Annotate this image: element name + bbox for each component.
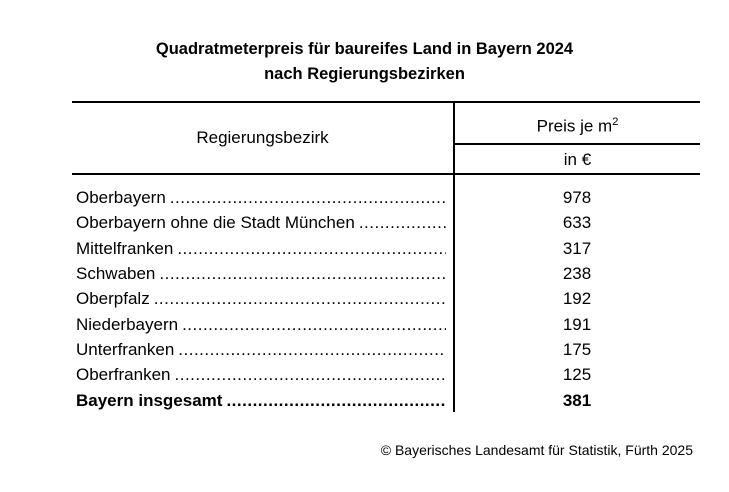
table-row: Schwaben 238 <box>76 264 700 288</box>
leader-dots <box>171 365 447 389</box>
region-name: Oberbayern <box>76 188 166 207</box>
price-value: 238 <box>562 263 592 283</box>
header-bottom-rule <box>72 173 700 175</box>
row-label: Oberbayern <box>76 188 446 212</box>
row-label: Unterfranken <box>76 340 446 364</box>
header-regierungsbezirk: Regierungsbezirk <box>196 128 329 147</box>
row-label: Bayern insgesamt <box>76 391 446 415</box>
leader-dots <box>155 264 446 288</box>
row-label: Schwaben <box>76 264 446 288</box>
leader-dots <box>166 188 446 212</box>
price-value: 191 <box>562 314 592 334</box>
row-label: Niederbayern <box>76 315 446 339</box>
copyright-footer: © Bayerisches Landesamt für Statistik, F… <box>380 442 693 458</box>
leader-dots <box>178 315 446 339</box>
region-name: Schwaben <box>76 263 156 283</box>
table-title: Quadratmeterpreis für baureifes Land in … <box>155 40 574 58</box>
table-row: Oberbayern 978 <box>76 188 700 212</box>
top-rule <box>72 101 700 103</box>
row-label: Oberbayern ohne die Stadt München <box>76 213 446 237</box>
table-row: Oberbayern ohne die Stadt München 633 <box>76 213 700 237</box>
table-row: Oberpfalz 192 <box>76 289 700 313</box>
table-row: Niederbayern 191 <box>76 315 700 339</box>
total-label: Bayern insgesamt <box>76 391 223 410</box>
table-row: Unterfranken 175 <box>76 340 700 364</box>
header-inner-rule <box>454 143 700 145</box>
table-subtitle: nach Regierungsbezirken <box>264 65 465 83</box>
table-row: Mittelfranken 317 <box>76 239 700 263</box>
table-row-total: Bayern insgesamt 381 <box>76 391 700 415</box>
row-label: Mittelfranken <box>76 239 446 263</box>
leader-dots <box>355 213 446 237</box>
region-name: Mittelfranken <box>76 238 174 258</box>
region-name: Niederbayern <box>76 314 179 334</box>
column-divider <box>453 101 455 412</box>
leader-dots <box>150 289 446 313</box>
row-label: Oberfranken <box>76 365 446 389</box>
region-name: Oberbayern ohne die Stadt München <box>76 213 355 233</box>
leader-dots <box>174 340 446 364</box>
region-name: Unterfranken <box>76 339 175 359</box>
row-label: Oberpfalz <box>76 289 446 313</box>
price-value: 175 <box>562 339 592 359</box>
price-value: 125 <box>562 365 592 385</box>
price-value: 192 <box>562 289 592 309</box>
total-value: 381 <box>562 391 592 410</box>
region-name: Oberpfalz <box>76 289 150 309</box>
price-value: 317 <box>562 238 592 258</box>
table-row: Oberfranken 125 <box>76 365 700 389</box>
price-value: 978 <box>562 188 592 207</box>
header-preis: Preis je m2 <box>455 116 700 137</box>
leader-dots <box>222 391 446 415</box>
leader-dots <box>173 239 446 263</box>
region-name: Oberfranken <box>76 365 171 385</box>
header-preis-text: Preis je m <box>536 116 613 136</box>
price-value: 633 <box>562 213 592 233</box>
header-preis-sup: 2 <box>612 116 619 128</box>
header-unit: in € <box>563 150 592 169</box>
